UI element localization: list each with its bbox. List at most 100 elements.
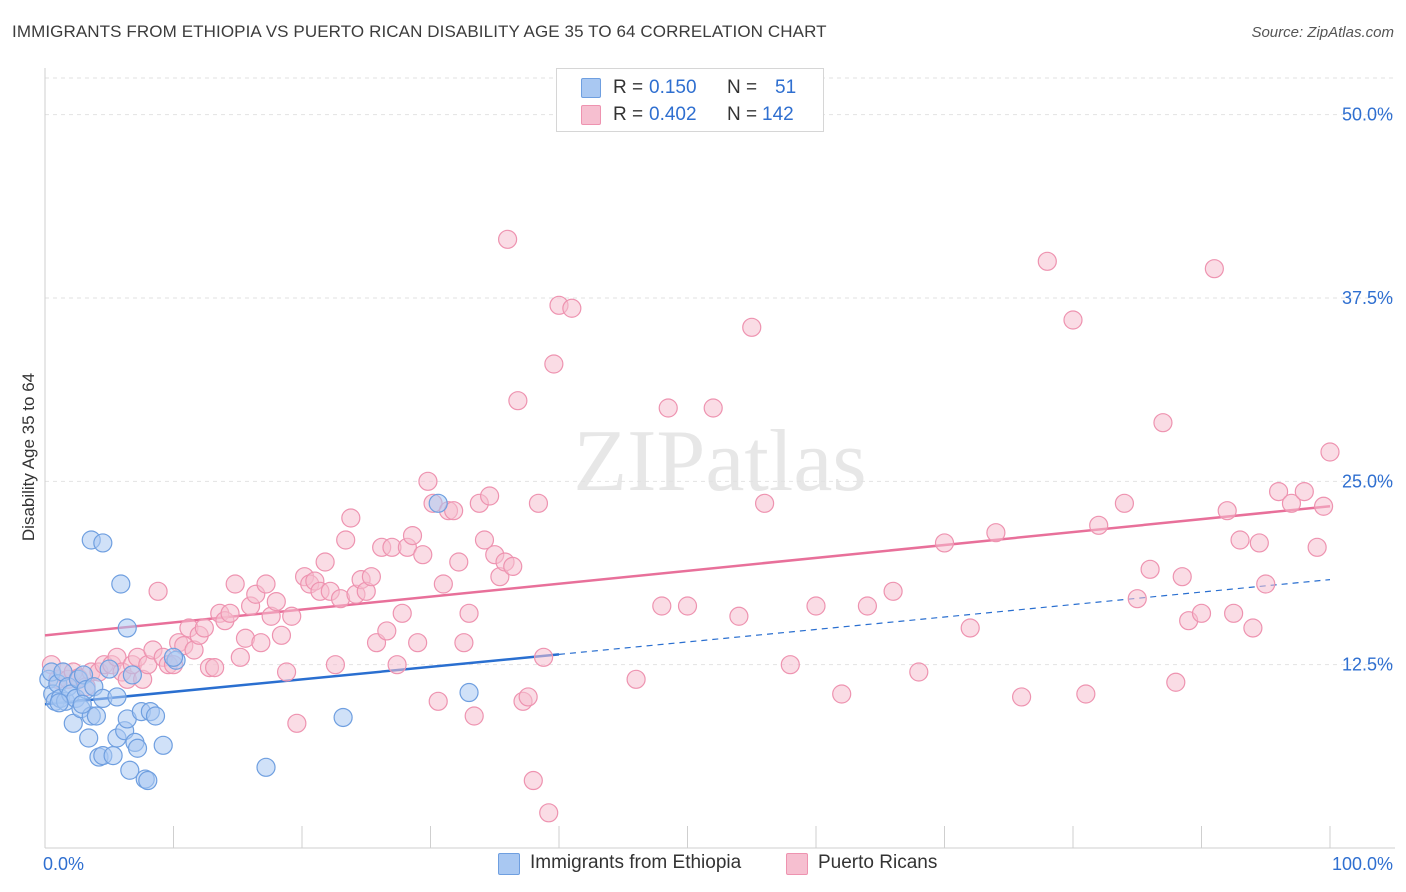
puerto-rican-point	[205, 657, 225, 678]
puerto-rican-point	[703, 398, 723, 418]
puerto-rican-point	[1076, 684, 1096, 704]
puerto-rican-point	[909, 662, 929, 682]
puerto-rican-point	[315, 552, 335, 572]
tick-labels: 12.5% 25.0% 37.5% 50.0% 0.0% 100.0%	[43, 105, 1393, 874]
ethiopia-point	[459, 682, 479, 703]
puerto-rican-trend-line	[44, 505, 1331, 637]
puerto-rican-point	[408, 633, 428, 653]
legend-r-value: 0.150	[649, 77, 697, 98]
y-tick-label: 37.5%	[1342, 288, 1393, 308]
puerto-rican-point	[1307, 537, 1327, 557]
ethiopia-point	[145, 706, 166, 726]
puerto-rican-point	[658, 398, 678, 418]
puerto-rican-point	[1037, 251, 1057, 271]
ethiopia-point	[163, 647, 184, 667]
puerto-rican-point	[377, 621, 397, 641]
ethiopia-point	[117, 618, 137, 638]
puerto-rican-point	[266, 591, 286, 612]
puerto-rican-point	[271, 625, 292, 645]
puerto-rican-point	[1153, 413, 1173, 433]
puerto-rican-point	[1268, 482, 1289, 502]
legend-n-label: N =	[727, 104, 758, 125]
legend-row-puerto-rican: R = 0.402 N = 142	[557, 102, 823, 128]
puerto-rican-point	[287, 713, 307, 733]
y-tick-label: 50.0%	[1342, 105, 1393, 125]
puerto-rican-point	[857, 596, 878, 616]
legend-n-value: 51	[775, 77, 797, 98]
puerto-rican-point	[276, 662, 297, 682]
puerto-rican-point	[528, 493, 549, 513]
puerto-rican-point	[194, 618, 214, 638]
y-tick-label: 12.5%	[1342, 655, 1393, 675]
puerto-rican-point	[220, 603, 240, 623]
ethiopia-point	[79, 728, 99, 748]
y-axis-label: Disability Age 35 to 64	[19, 373, 38, 541]
puerto-rican-point	[742, 317, 762, 337]
ethiopia-point	[428, 493, 448, 513]
legend-r-value: 0.402	[649, 104, 697, 125]
trend-lines	[44, 505, 1331, 706]
puerto-rican-point	[402, 525, 423, 546]
puerto-rican-point	[341, 508, 361, 528]
ethiopia-point	[99, 659, 119, 679]
puerto-rican-point	[1320, 442, 1340, 462]
puerto-rican-point	[883, 581, 903, 601]
puerto-rican-point	[361, 567, 381, 587]
legend-n-value: 142	[762, 104, 794, 125]
puerto-rican-point	[392, 603, 412, 623]
ethiopia-point	[122, 665, 142, 685]
puerto-rican-point	[459, 603, 479, 623]
puerto-rican-point	[251, 633, 271, 653]
axes	[44, 68, 1395, 849]
ethiopia-point	[86, 706, 107, 726]
puerto-rican-point	[1204, 259, 1224, 279]
ethiopia-point	[138, 770, 158, 791]
puerto-rican-point	[539, 803, 559, 823]
legend-r-label: R =	[613, 104, 644, 125]
legend-row-ethiopia: R = 0.150 N = 51	[557, 75, 823, 101]
puerto-rican-point	[1256, 574, 1276, 594]
x-tick-label-start: 0.0%	[43, 854, 84, 874]
source-label: Source: ZipAtlas.com	[1251, 24, 1394, 41]
puerto-rican-point	[1114, 493, 1135, 513]
puerto-rican-point	[1281, 493, 1302, 513]
ethiopia-point	[256, 757, 276, 777]
bottom-legend-label: Puerto Ricans	[818, 852, 938, 873]
ethiopia-point	[111, 574, 131, 594]
puerto-rican-point	[533, 647, 554, 667]
puerto-rican-point	[444, 501, 464, 521]
ethiopia-trend-extension	[558, 579, 1331, 655]
ethiopia-point	[72, 694, 92, 714]
puerto-rican-point	[523, 770, 543, 791]
puerto-rican-point	[986, 523, 1006, 543]
legend-n-label: N =	[727, 77, 758, 98]
puerto-rican-point	[754, 493, 775, 513]
puerto-rican-point	[428, 691, 448, 711]
puerto-rican-point	[1243, 618, 1263, 638]
chart-title: IMMIGRANTS FROM ETHIOPIA VS PUERTO RICAN…	[12, 22, 827, 41]
puerto-rican-point	[544, 354, 564, 374]
puerto-rican-point	[225, 574, 245, 594]
puerto-rican-point	[1230, 530, 1250, 550]
puerto-rican-point	[729, 606, 749, 626]
puerto-rican-point	[832, 684, 852, 704]
ethiopia-point	[107, 687, 127, 707]
puerto-rican-point	[1313, 496, 1334, 516]
puerto-rican-point	[480, 486, 500, 506]
puerto-rican-point	[1217, 501, 1237, 521]
ethiopia-point	[333, 707, 353, 728]
ethiopia-point	[103, 745, 123, 766]
watermark: ZIPatlas	[573, 413, 866, 510]
puerto-rican-point	[433, 574, 453, 594]
legend-swatch-pink	[581, 105, 601, 125]
bottom-legend-label: Immigrants from Ethiopia	[530, 852, 742, 873]
puerto-rican-point	[282, 606, 302, 626]
puerto-rican-point	[677, 596, 698, 616]
puerto-rican-point	[1166, 672, 1186, 692]
puerto-rican-point	[1063, 310, 1083, 330]
puerto-rican-point	[934, 533, 955, 553]
y-tick-label: 25.0%	[1342, 471, 1393, 491]
legend-r-label: R =	[613, 77, 644, 98]
puerto-rican-point	[508, 391, 528, 411]
x-tick-label-end: 100.0%	[1332, 854, 1393, 874]
